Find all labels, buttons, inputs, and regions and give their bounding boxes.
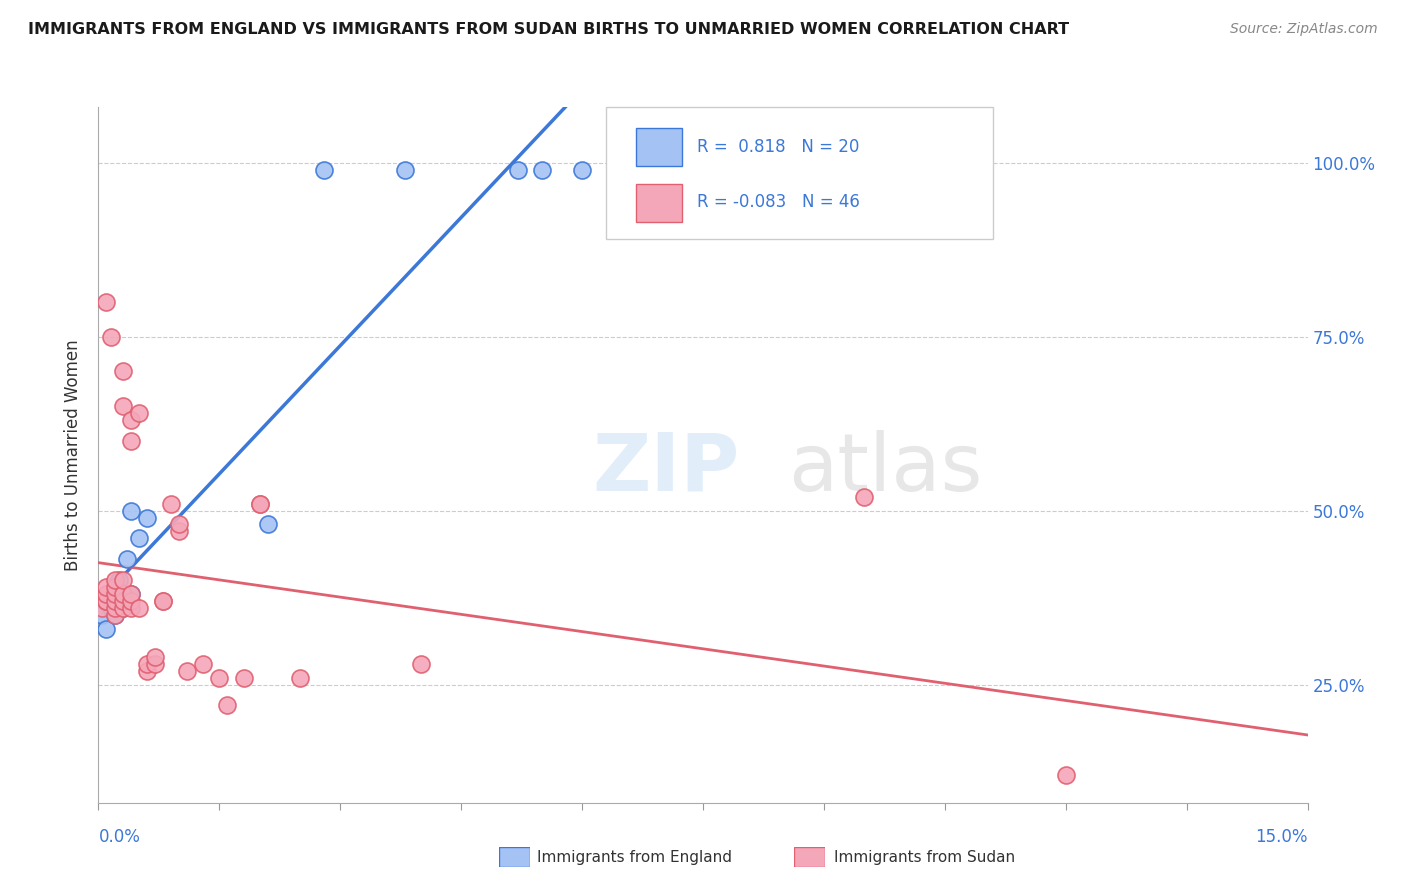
Point bbox=[111, 594, 134, 608]
Point bbox=[128, 601, 150, 615]
Point bbox=[853, 490, 876, 504]
Point bbox=[96, 594, 118, 608]
Point bbox=[193, 657, 215, 671]
Point bbox=[167, 517, 190, 532]
Text: Immigrants from Sudan: Immigrants from Sudan bbox=[834, 850, 1015, 864]
Point bbox=[167, 524, 190, 539]
Text: 0.0%: 0.0% bbox=[98, 828, 141, 846]
Point bbox=[103, 580, 125, 594]
Point bbox=[256, 517, 278, 532]
Point bbox=[96, 587, 118, 601]
Point bbox=[111, 364, 134, 378]
Text: IMMIGRANTS FROM ENGLAND VS IMMIGRANTS FROM SUDAN BIRTHS TO UNMARRIED WOMEN CORRE: IMMIGRANTS FROM ENGLAND VS IMMIGRANTS FR… bbox=[28, 22, 1069, 37]
Point bbox=[120, 587, 142, 601]
Point bbox=[100, 601, 122, 615]
Point bbox=[249, 497, 271, 511]
Text: 15.0%: 15.0% bbox=[1256, 828, 1308, 846]
Point bbox=[115, 552, 138, 566]
Point bbox=[288, 671, 311, 685]
Point bbox=[103, 594, 125, 608]
Point bbox=[120, 503, 142, 517]
Point bbox=[96, 594, 118, 608]
Point bbox=[314, 162, 336, 177]
Point bbox=[120, 434, 142, 448]
FancyBboxPatch shape bbox=[637, 128, 682, 166]
Text: Immigrants from England: Immigrants from England bbox=[537, 850, 733, 864]
Point bbox=[103, 607, 125, 622]
Point bbox=[96, 594, 118, 608]
Point bbox=[135, 657, 157, 671]
FancyBboxPatch shape bbox=[637, 184, 682, 222]
Point bbox=[409, 657, 432, 671]
Point bbox=[571, 162, 593, 177]
Point bbox=[103, 573, 125, 587]
Point bbox=[103, 587, 125, 601]
Point bbox=[152, 594, 174, 608]
Point bbox=[152, 594, 174, 608]
Point bbox=[530, 162, 553, 177]
Point bbox=[96, 294, 118, 309]
Point bbox=[91, 601, 114, 615]
Point bbox=[249, 497, 271, 511]
Point bbox=[135, 664, 157, 678]
Point bbox=[506, 162, 529, 177]
Point bbox=[176, 664, 198, 678]
Text: R =  0.818   N = 20: R = 0.818 N = 20 bbox=[697, 137, 859, 156]
Point bbox=[111, 399, 134, 413]
Point bbox=[96, 622, 118, 636]
Point bbox=[120, 413, 142, 427]
Point bbox=[143, 657, 166, 671]
Point bbox=[111, 573, 134, 587]
Point bbox=[128, 532, 150, 546]
Text: Source: ZipAtlas.com: Source: ZipAtlas.com bbox=[1230, 22, 1378, 37]
Point bbox=[111, 587, 134, 601]
Y-axis label: Births to Unmarried Women: Births to Unmarried Women bbox=[65, 339, 83, 571]
Point bbox=[135, 510, 157, 524]
Point bbox=[100, 329, 122, 343]
Point bbox=[111, 587, 134, 601]
Point bbox=[107, 573, 129, 587]
Point bbox=[208, 671, 231, 685]
Point bbox=[103, 601, 125, 615]
Text: ZIP: ZIP bbox=[592, 430, 740, 508]
Text: R = -0.083   N = 46: R = -0.083 N = 46 bbox=[697, 194, 860, 211]
Point bbox=[91, 607, 114, 622]
Point bbox=[232, 671, 254, 685]
Point bbox=[217, 698, 239, 713]
Point bbox=[160, 497, 183, 511]
Point bbox=[103, 607, 125, 622]
Point bbox=[120, 587, 142, 601]
Point bbox=[111, 601, 134, 615]
Point bbox=[96, 580, 118, 594]
Point bbox=[111, 601, 134, 615]
Point bbox=[120, 594, 142, 608]
Point bbox=[128, 406, 150, 420]
Point bbox=[120, 601, 142, 615]
Point bbox=[1054, 768, 1077, 782]
Text: atlas: atlas bbox=[787, 430, 981, 508]
Point bbox=[394, 162, 416, 177]
Point bbox=[143, 649, 166, 664]
FancyBboxPatch shape bbox=[606, 107, 993, 239]
Point bbox=[103, 587, 125, 601]
